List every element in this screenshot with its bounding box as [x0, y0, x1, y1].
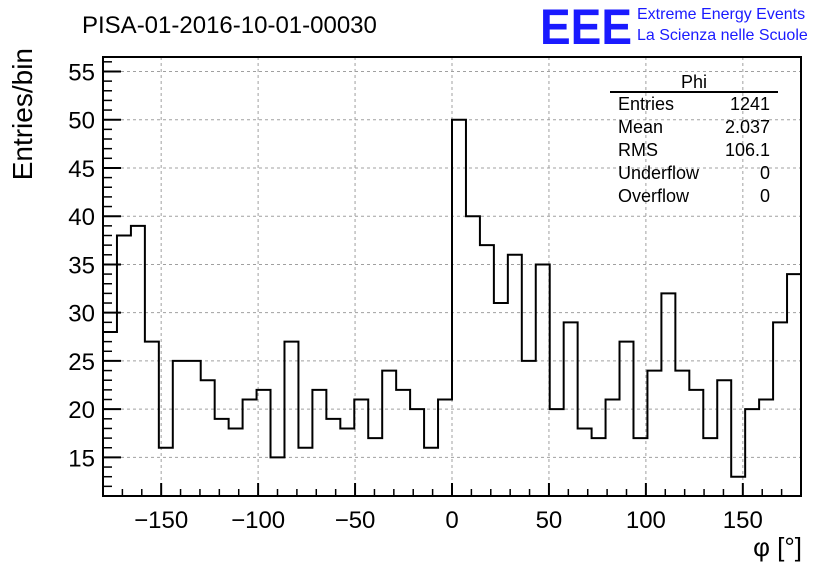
histogram-bin: [145, 342, 159, 496]
stats-row-value: 0: [760, 186, 770, 206]
histogram-bin: [312, 390, 326, 496]
histogram-bin: [578, 428, 592, 496]
histogram-bin: [592, 438, 606, 496]
stats-row-label: Overflow: [618, 186, 690, 206]
stats-row-label: Entries: [618, 94, 674, 114]
histogram-bin: [661, 293, 675, 496]
histogram-bin: [703, 438, 717, 496]
histogram-bin: [550, 409, 564, 496]
y-tick-label: 40: [68, 204, 95, 231]
histogram-bin: [368, 438, 382, 496]
stats-rows: Entries 1241 Mean 2.037 RMS 106.1 Underflow 0 Ov…: [618, 94, 770, 206]
stats-row-label: RMS: [618, 140, 658, 160]
x-tick-label: −50: [335, 507, 376, 534]
histogram-bin: [438, 400, 452, 496]
histogram-bin: [787, 274, 801, 496]
histogram-bin: [536, 264, 550, 496]
histogram-bin: [229, 428, 243, 496]
histogram-bin: [647, 371, 661, 496]
histogram-bin: [257, 390, 271, 496]
histogram-bin: [298, 448, 312, 496]
histogram-bin: [606, 400, 620, 496]
y-tick-label: 15: [68, 445, 95, 472]
x-axis-ticks: −150 −100 −50 0 50 100 150: [121, 483, 783, 534]
histogram-bin: [508, 255, 522, 496]
y-axis-ticks: 15 20 25 30 35 40 45 50 55: [68, 59, 121, 488]
histogram-bin: [396, 390, 410, 496]
histogram-line: [103, 118, 801, 478]
y-tick-label: 55: [68, 59, 95, 86]
x-tick-label: −100: [231, 507, 285, 534]
x-tick-label: 150: [723, 507, 763, 534]
stats-row-value: 106.1: [725, 140, 770, 160]
histogram-bin: [759, 400, 773, 496]
histogram-bin: [466, 216, 480, 496]
x-tick-label: 0: [445, 507, 458, 534]
stats-title: Phi: [681, 72, 707, 92]
histogram-bin: [284, 342, 298, 496]
x-axis-label: φ [°]: [753, 532, 802, 562]
histogram-bin: [354, 400, 368, 496]
histogram-bin: [620, 342, 634, 496]
histogram-bin: [675, 371, 689, 496]
histogram-bin: [745, 409, 759, 496]
y-tick-label: 25: [68, 349, 95, 376]
stats-row-label: Underflow: [618, 163, 700, 183]
y-axis-label: Entries/bin: [7, 48, 38, 180]
x-tick-label: 100: [626, 507, 666, 534]
x-tick-label: −150: [134, 507, 188, 534]
stats-row-value: 1241: [730, 94, 770, 114]
logo-line-2: La Scienza nelle Scuole: [637, 27, 808, 44]
histogram-bin: [187, 361, 201, 496]
y-tick-label: 20: [68, 397, 95, 424]
stats-row-value: 0: [760, 163, 770, 183]
histogram-bin: [215, 419, 229, 496]
histogram-bin: [382, 371, 396, 496]
histogram-bin: [522, 361, 536, 496]
histogram-bin: [424, 448, 438, 496]
y-tick-label: 30: [68, 301, 95, 328]
histogram-bin: [452, 120, 466, 496]
histogram-bin: [243, 400, 257, 496]
y-tick-label: 35: [68, 252, 95, 279]
stats-box: Phi Entries 1241 Mean 2.037 RMS 106.1 Underflo…: [610, 72, 778, 206]
chart-title: PISA-01-2016-10-01-00030: [82, 12, 377, 39]
histogram-bin: [340, 428, 354, 496]
histogram-bin: [201, 380, 215, 496]
histogram-bin: [410, 409, 424, 496]
eee-logo: EEE Extreme Energy Events La Scienza nel…: [540, 0, 808, 55]
histogram-bin: [689, 390, 703, 496]
histogram-bin: [173, 361, 187, 496]
stats-row-value: 2.037: [725, 117, 770, 137]
histogram-bin: [717, 380, 731, 496]
logo-line-1: Extreme Energy Events: [637, 6, 805, 23]
histogram-bin: [480, 245, 494, 496]
histogram-bin: [494, 303, 508, 496]
y-tick-label: 50: [68, 108, 95, 135]
y-tick-label: 45: [68, 156, 95, 183]
stats-row-label: Mean: [618, 117, 663, 137]
histogram-bin: [103, 332, 117, 496]
logo-letters: EEE: [540, 0, 632, 55]
x-tick-label: 50: [536, 507, 563, 534]
